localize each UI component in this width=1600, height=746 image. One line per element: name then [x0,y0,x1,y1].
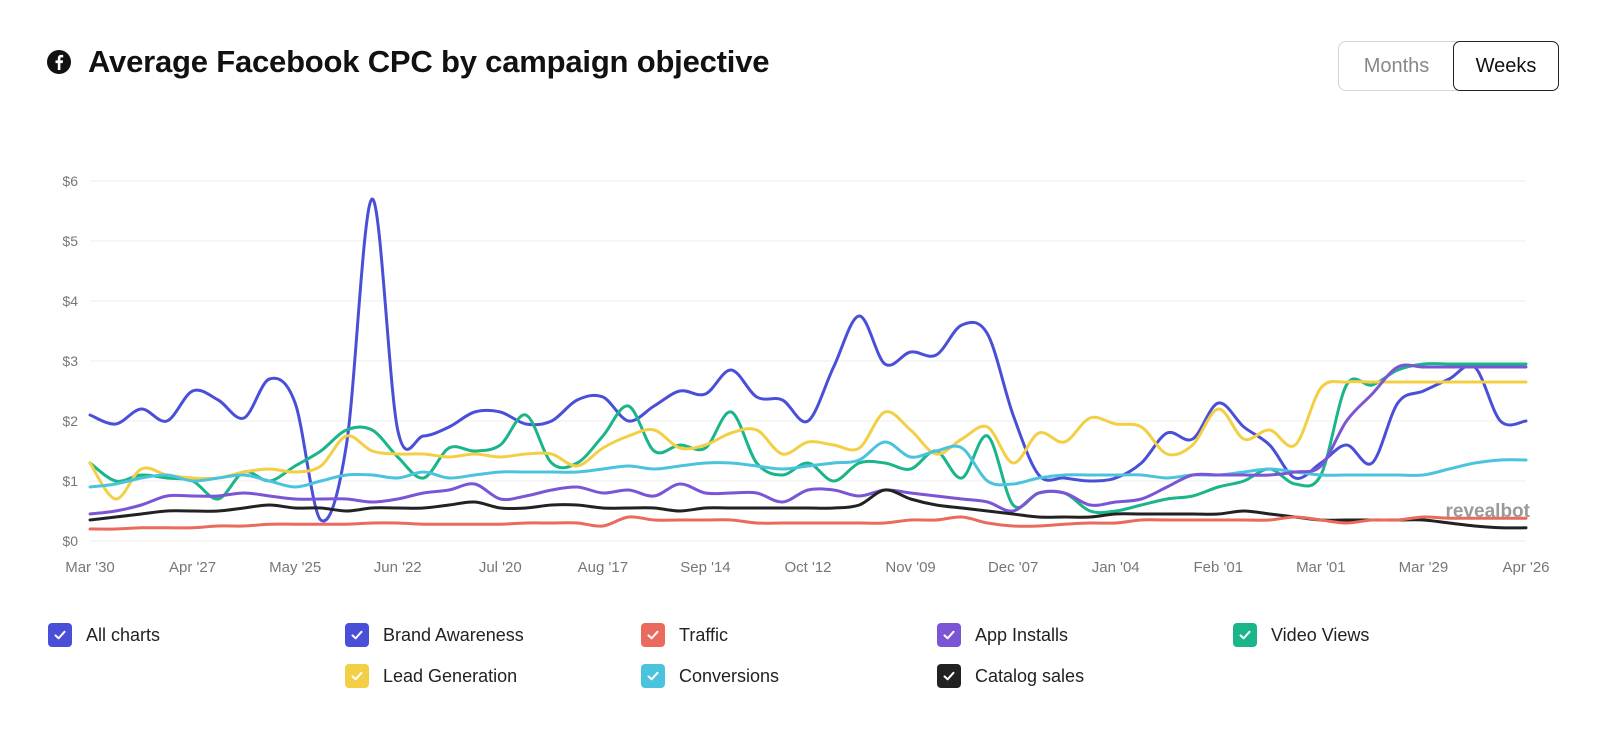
series-line-app-installs [88,363,1528,516]
checkbox-traffic[interactable] [641,623,665,647]
y-tick-label: $6 [62,173,78,189]
legend-item-lead-generation[interactable]: Lead Generation [345,663,517,689]
checkbox-video-views[interactable] [1233,623,1257,647]
legend-label: Traffic [679,624,729,645]
legend-label: Catalog sales [975,665,1085,686]
series-line-video-views [88,362,1528,515]
period-toggle: Months Weeks [1338,41,1559,91]
series-line-traffic [88,515,1528,531]
chart-title: Average Facebook CPC by campaign objecti… [88,44,770,79]
x-tick-label: Mar '30 [65,559,115,576]
legend-item-conversions[interactable]: Conversions [641,663,779,689]
y-tick-label: $1 [62,473,78,489]
y-tick-label: $4 [62,293,78,309]
x-tick-label: Mar '29 [1399,559,1449,576]
legend-label: App Installs [975,624,1069,645]
revealbot-watermark: revealbot [1446,501,1531,522]
series-line-lead-generation [88,379,1528,501]
x-tick-label: Aug '17 [578,559,628,576]
y-tick-label: $3 [62,353,78,369]
x-tick-label: Feb '01 [1193,559,1243,576]
legend-item-app-installs[interactable]: App Installs [937,622,1068,648]
x-tick-label: Oct '12 [784,559,831,576]
checkbox-lead-generation[interactable] [345,664,369,688]
check-icon [1239,630,1251,640]
chart-header: Average Facebook CPC by campaign objecti… [46,40,769,84]
x-tick-label: Jan '04 [1092,559,1140,576]
checkbox-app-installs[interactable] [937,623,961,647]
x-tick-label: Mar '01 [1296,559,1346,576]
legend-item-brand-awareness[interactable]: Brand Awareness [345,622,524,648]
legend-label: All charts [86,624,161,645]
check-icon [943,671,955,681]
legend-item-catalog-sales[interactable]: Catalog sales [937,663,1084,689]
check-icon [54,630,66,640]
check-icon [943,630,955,640]
y-tick-label: $5 [62,233,78,249]
months-button[interactable]: Months [1339,41,1454,91]
series-line-brand-awareness [88,197,1528,523]
series-line-conversions [88,440,1528,489]
weeks-button[interactable]: Weeks [1453,41,1559,91]
legend-label: Conversions [679,665,780,686]
check-icon [351,671,363,681]
check-icon [647,630,659,640]
x-axis: Mar '30 Apr '27 May '25 Jun '22 Jul '20 Aug '… [65,559,1549,576]
checkbox-brand-awareness[interactable] [345,623,369,647]
x-tick-label: Apr '27 [169,559,216,576]
x-tick-label: Jun '22 [374,559,422,576]
check-icon [351,630,363,640]
x-tick-label: Jul '20 [479,559,522,576]
legend-item-video-views[interactable]: Video Views [1233,622,1369,648]
x-tick-label: Nov '09 [885,559,935,576]
checkbox-all-charts[interactable] [48,623,72,647]
facebook-icon [47,50,71,74]
x-tick-label: Apr '26 [1502,559,1549,576]
series-lines [88,197,1528,531]
legend-label: Brand Awareness [383,624,524,645]
legend-item-traffic[interactable]: Traffic [641,622,728,648]
y-axis: $0 $1 $2 $3 $4 $5 $6 [62,173,78,549]
legend-label: Lead Generation [383,665,518,686]
cpc-line-chart: $0 $1 $2 $3 $4 $5 $6 Mar '30 Apr '27 May '25 Jun … [62,173,1549,576]
check-icon [647,671,659,681]
x-tick-label: Sep '14 [680,559,730,576]
x-tick-label: Dec '07 [988,559,1038,576]
x-tick-label: May '25 [269,559,321,576]
checkbox-catalog-sales[interactable] [937,664,961,688]
y-tick-label: $0 [62,533,78,549]
legend-item-all-charts[interactable]: All charts [48,622,160,648]
y-tick-label: $2 [62,413,78,429]
legend-label: Video Views [1271,624,1370,645]
checkbox-conversions[interactable] [641,664,665,688]
